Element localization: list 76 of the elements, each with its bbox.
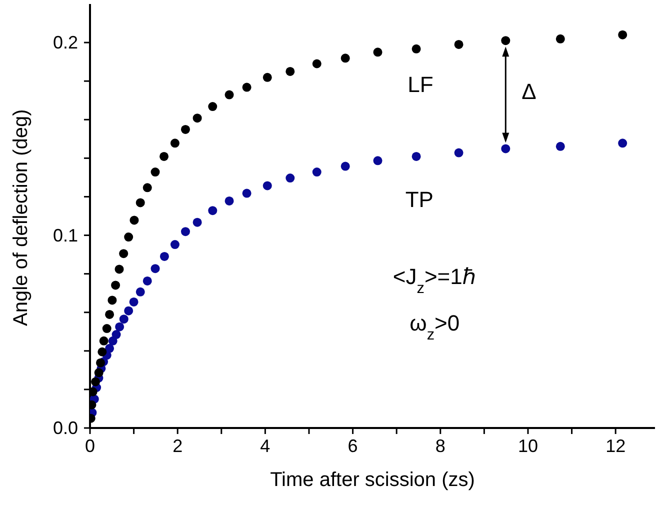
point — [102, 324, 112, 334]
point — [142, 276, 152, 286]
point — [124, 232, 134, 242]
point — [114, 264, 124, 274]
point — [94, 368, 104, 378]
point — [192, 114, 202, 123]
point — [501, 144, 510, 154]
point — [124, 306, 134, 316]
point — [556, 142, 565, 151]
annotation: Δ — [522, 78, 537, 104]
point — [115, 322, 124, 332]
x-tick-label: 10 — [518, 436, 538, 456]
point — [108, 296, 117, 305]
point — [412, 44, 421, 54]
x-axis-title: Time after scission (zs) — [270, 469, 475, 491]
point — [556, 34, 565, 44]
point — [170, 138, 180, 148]
point — [312, 168, 322, 177]
point — [340, 54, 350, 63]
point — [262, 181, 272, 190]
point — [501, 36, 510, 46]
point — [136, 198, 145, 208]
point — [96, 358, 106, 368]
point — [111, 280, 120, 290]
y-tick-label: 0.0 — [52, 418, 78, 438]
point — [160, 252, 169, 261]
x-tick-label: 8 — [435, 436, 446, 456]
point — [91, 377, 100, 386]
annotation: LF — [408, 72, 434, 97]
point — [208, 102, 218, 112]
y-tick-label: 0.2 — [52, 32, 78, 53]
point — [119, 314, 128, 324]
x-tick-label: 6 — [348, 436, 358, 456]
x-tick-label: 4 — [260, 436, 270, 456]
point — [105, 344, 114, 353]
point — [192, 218, 202, 227]
y-axis-title: Angle of deflection (deg) — [10, 109, 32, 326]
annotation: TP — [405, 186, 434, 212]
point — [242, 82, 252, 92]
point — [412, 152, 421, 161]
point — [130, 216, 139, 225]
point — [340, 162, 350, 171]
point — [112, 330, 121, 340]
point — [98, 347, 107, 356]
point — [224, 196, 234, 206]
point — [105, 310, 114, 319]
annotation: ω$_{z}$>0 — [410, 310, 460, 343]
point — [160, 152, 169, 161]
point — [618, 30, 628, 40]
x-tick-label: 0 — [84, 436, 96, 456]
point — [312, 59, 322, 68]
point — [242, 188, 252, 198]
point — [208, 206, 218, 216]
point — [618, 138, 628, 148]
point — [99, 336, 108, 346]
point — [119, 249, 128, 258]
point — [150, 168, 160, 177]
x-tick-label: 12 — [606, 436, 626, 456]
point — [224, 90, 234, 100]
point — [262, 72, 272, 82]
point — [170, 240, 180, 250]
y-tick-label: 0.1 — [52, 225, 78, 246]
point — [150, 264, 160, 274]
point — [454, 148, 464, 158]
point — [180, 227, 190, 236]
point — [142, 183, 152, 192]
point — [454, 40, 464, 49]
point — [129, 297, 138, 306]
point — [286, 66, 295, 76]
point — [286, 174, 295, 183]
x-tick-label: 2 — [172, 436, 183, 456]
point — [136, 287, 145, 296]
annotation: <J$_{z}$>=1ℏ — [392, 264, 476, 296]
point — [373, 156, 382, 166]
point — [180, 124, 190, 134]
point — [373, 48, 382, 57]
